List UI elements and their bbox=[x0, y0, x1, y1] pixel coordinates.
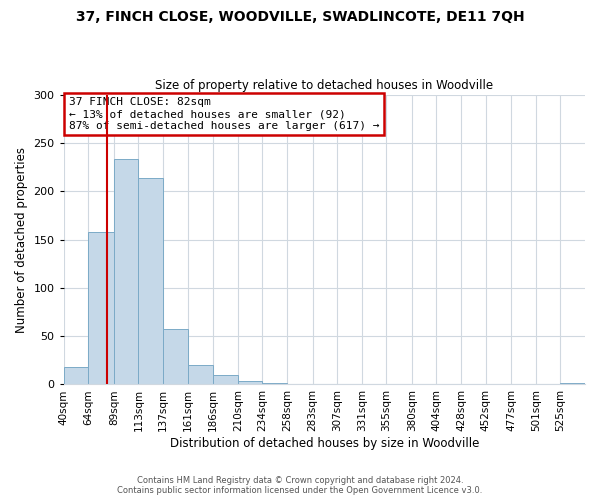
Bar bbox=[560, 382, 585, 384]
Bar bbox=[139, 178, 163, 384]
Bar bbox=[188, 365, 213, 384]
Text: Contains HM Land Registry data © Crown copyright and database right 2024.
Contai: Contains HM Land Registry data © Crown c… bbox=[118, 476, 482, 495]
Text: 37, FINCH CLOSE, WOODVILLE, SWADLINCOTE, DE11 7QH: 37, FINCH CLOSE, WOODVILLE, SWADLINCOTE,… bbox=[76, 10, 524, 24]
Bar bbox=[262, 382, 287, 384]
X-axis label: Distribution of detached houses by size in Woodville: Distribution of detached houses by size … bbox=[170, 437, 479, 450]
Bar bbox=[238, 380, 262, 384]
Bar bbox=[88, 232, 114, 384]
Text: 37 FINCH CLOSE: 82sqm
← 13% of detached houses are smaller (92)
87% of semi-deta: 37 FINCH CLOSE: 82sqm ← 13% of detached … bbox=[69, 98, 379, 130]
Y-axis label: Number of detached properties: Number of detached properties bbox=[15, 146, 28, 332]
Title: Size of property relative to detached houses in Woodville: Size of property relative to detached ho… bbox=[155, 79, 493, 92]
Bar bbox=[163, 330, 188, 384]
Bar bbox=[114, 160, 139, 384]
Bar bbox=[64, 367, 88, 384]
Bar bbox=[213, 375, 238, 384]
